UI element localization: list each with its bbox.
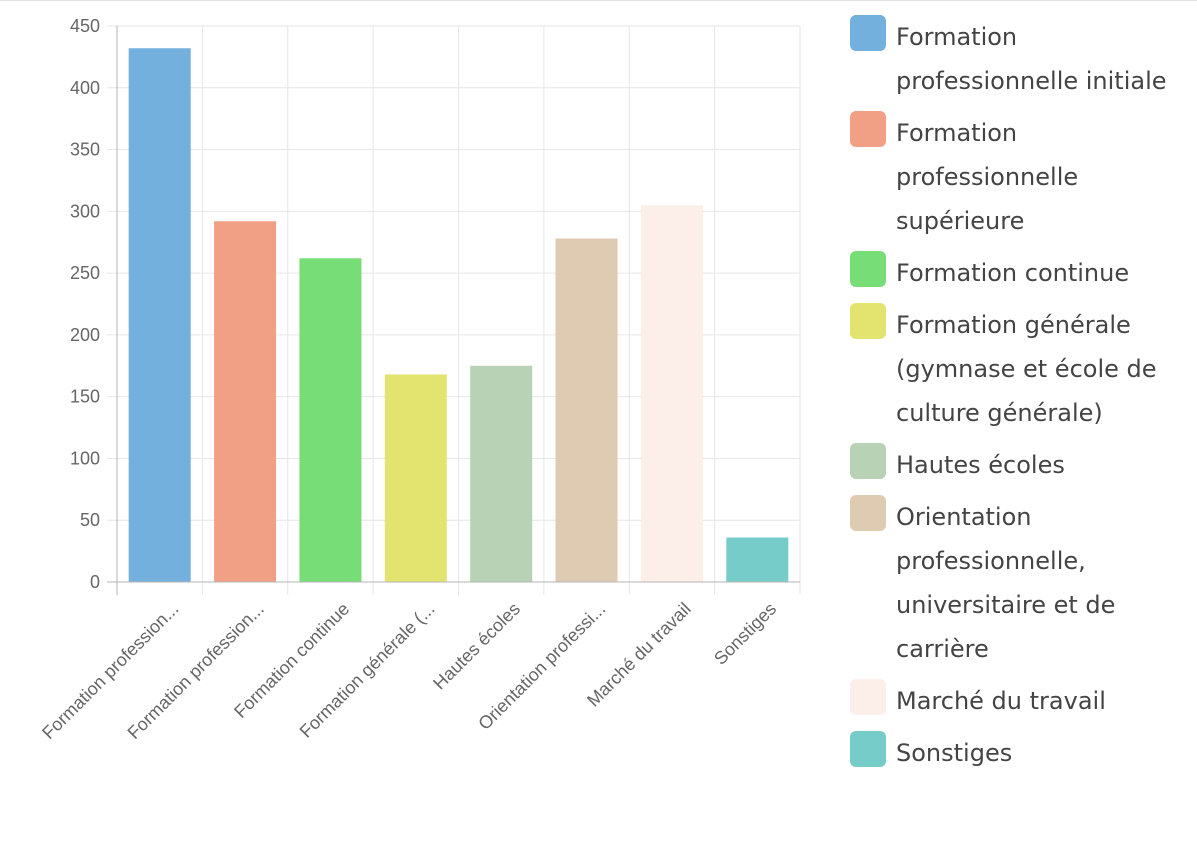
legend-label: Formation professionnelle initiale <box>896 23 1167 95</box>
axes <box>107 26 800 595</box>
legend-label: Formation continue <box>896 259 1130 287</box>
bar[interactable] <box>384 374 447 582</box>
legend-swatch <box>850 443 886 479</box>
legend-label: Sonstiges <box>896 739 1013 767</box>
bar[interactable] <box>555 238 618 582</box>
x-tick-label: Sonstiges <box>710 599 780 669</box>
legend-label: Formation professionnelle supérieure <box>896 119 1079 235</box>
y-tick-labels: 0 50 100 150 200 250 300 350 400 450 <box>70 16 100 592</box>
y-tick-label: 450 <box>70 16 100 36</box>
bar-chart: 0 50 100 150 200 250 300 350 400 450 Formation pr… <box>38 16 801 743</box>
legend-item[interactable]: Formation professionnelle supérieure <box>850 111 1195 243</box>
legend: Formation professionnelle initiale Format… <box>850 15 1195 783</box>
bar[interactable] <box>470 365 533 582</box>
legend-label: Formation générale (gymnase et école de … <box>896 311 1157 427</box>
legend-swatch <box>850 731 886 767</box>
bars <box>128 48 789 583</box>
bar[interactable] <box>640 205 703 582</box>
legend-swatch <box>850 111 886 147</box>
bar[interactable] <box>299 258 362 582</box>
legend-swatch <box>850 15 886 51</box>
gridlines <box>107 25 801 595</box>
bar[interactable] <box>726 537 789 582</box>
y-tick-label: 350 <box>70 140 100 160</box>
y-tick-label: 100 <box>70 448 100 468</box>
legend-swatch <box>850 303 886 339</box>
legend-label: Hautes écoles <box>896 451 1065 479</box>
legend-item[interactable]: Formation continue <box>850 251 1195 295</box>
legend-item[interactable]: Marché du travail <box>850 679 1195 723</box>
legend-swatch <box>850 495 886 531</box>
x-tick-label: Formation profession... <box>38 599 182 743</box>
legend-swatch <box>850 251 886 287</box>
legend-item[interactable]: Hautes écoles <box>850 443 1195 487</box>
bar[interactable] <box>128 48 191 583</box>
legend-label: Marché du travail <box>896 687 1106 715</box>
x-tick-label: Formation profession... <box>124 599 268 743</box>
y-tick-label: 250 <box>70 263 100 283</box>
legend-label: Orientation professionnelle, universitai… <box>896 503 1116 663</box>
y-tick-label: 200 <box>70 325 100 345</box>
y-tick-label: 300 <box>70 201 100 221</box>
y-tick-label: 150 <box>70 387 100 407</box>
legend-item[interactable]: Sonstiges <box>850 731 1195 775</box>
y-tick-label: 400 <box>70 78 100 98</box>
y-tick-label: 0 <box>90 572 100 592</box>
x-tick-labels: Formation profession...Formation profess… <box>38 599 780 743</box>
legend-item[interactable]: Orientation professionnelle, universitai… <box>850 495 1195 671</box>
bar[interactable] <box>214 221 277 582</box>
legend-item[interactable]: Formation générale (gymnase et école de … <box>850 303 1195 435</box>
legend-item[interactable]: Formation professionnelle initiale <box>850 15 1195 103</box>
x-tick-label: Hautes écoles <box>429 599 524 694</box>
y-tick-label: 50 <box>80 510 100 530</box>
legend-swatch <box>850 679 886 715</box>
